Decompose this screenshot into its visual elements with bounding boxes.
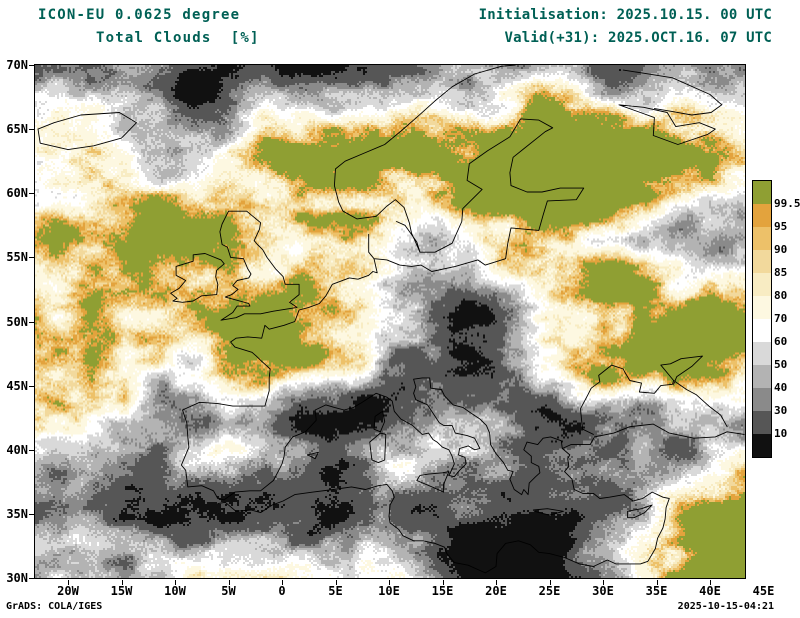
lon-tick-label: 20E <box>485 584 507 598</box>
lon-tick-label: 15W <box>110 584 133 598</box>
lon-tick <box>603 580 604 585</box>
legend-cell <box>753 227 771 250</box>
legend-cell <box>753 273 771 296</box>
field-title: Total Clouds [%] <box>96 30 260 46</box>
legend-tick-label: 80 <box>774 289 788 302</box>
lon-tick <box>442 580 444 585</box>
legend-tick-label: 50 <box>774 358 788 371</box>
legend-cell <box>753 434 771 457</box>
valid-time: Valid(+31): 2025.OCT.16. 07 UTC <box>504 30 772 46</box>
lon-tick-label: 5W <box>221 584 236 598</box>
grads-credit: GrADS: COLA/IGES <box>6 601 103 612</box>
lon-tick <box>228 580 230 585</box>
lat-tick <box>29 578 34 579</box>
lat-tick-label: 45N <box>6 378 28 393</box>
lon-tick <box>710 580 711 585</box>
lon-tick-label: 15E <box>431 584 454 598</box>
lat-tick <box>29 257 34 259</box>
lon-tick <box>282 580 283 585</box>
lat-tick <box>29 385 34 387</box>
lon-tick-label: 5E <box>328 584 343 598</box>
colorbar <box>752 180 772 458</box>
creation-timestamp: 2025-10-15-04:21 <box>677 601 774 612</box>
lon-tick <box>121 580 123 585</box>
legend-cell <box>753 204 771 227</box>
lon-tick-label: 25E <box>538 584 561 598</box>
legend-tick-label: 95 <box>774 220 788 233</box>
legend-tick-label: 30 <box>774 404 788 417</box>
legend-tick-label: 40 <box>774 381 788 394</box>
lat-tick-label: 55N <box>6 250 28 265</box>
legend-tick-label: 60 <box>774 335 788 348</box>
lat-tick <box>29 513 34 515</box>
coastlines-overlay <box>37 65 745 574</box>
legend-tick-label: 85 <box>774 266 788 279</box>
lat-tick <box>29 449 34 451</box>
initialisation-time: Initialisation: 2025.10.15. 00 UTC <box>478 7 772 23</box>
lat-tick <box>29 321 34 323</box>
lon-tick <box>496 580 497 585</box>
legend-cell <box>753 296 771 319</box>
lon-tick-label: 0 <box>278 584 286 598</box>
lat-tick-label: 60N <box>6 186 28 201</box>
lat-tick-label: 40N <box>6 442 28 457</box>
legend-cell <box>753 181 771 204</box>
lon-tick-label: 30E <box>592 584 614 598</box>
lat-tick <box>29 193 34 195</box>
legend-cell <box>753 411 771 434</box>
legend-cell <box>753 365 771 388</box>
lon-tick <box>335 580 337 585</box>
lon-tick-label: 20W <box>57 584 79 598</box>
legend-cell <box>753 319 771 342</box>
lat-tick-label: 35N <box>6 506 28 521</box>
legend-cell <box>753 342 771 365</box>
legend-tick-label: 99.5 <box>774 197 800 210</box>
lat-tick-label: 65N <box>6 122 28 137</box>
legend-cell <box>753 388 771 411</box>
lat-tick-label: 70N <box>6 58 28 72</box>
lon-tick <box>549 580 551 585</box>
lon-tick <box>175 580 176 585</box>
lon-tick-label: 10W <box>164 584 186 598</box>
lon-tick <box>656 580 658 585</box>
lon-tick-label: 40E <box>699 584 721 598</box>
cloud-cover-field <box>35 65 745 578</box>
lon-tick-label: 45E <box>752 584 775 598</box>
legend-tick-label: 10 <box>774 427 788 440</box>
legend-tick-label: 70 <box>774 312 788 325</box>
lat-tick <box>29 65 34 66</box>
lon-tick-label: 10E <box>378 584 400 598</box>
lon-tick <box>389 580 390 585</box>
lat-tick-label: 30N <box>6 571 28 585</box>
model-title: ICON-EU 0.0625 degree <box>38 7 241 23</box>
legend-tick-label: 90 <box>774 243 788 256</box>
legend-cell <box>753 250 771 273</box>
lon-tick <box>68 580 69 585</box>
coastline-path <box>37 65 745 574</box>
lat-tick-label: 50N <box>6 314 28 329</box>
lat-tick <box>29 129 34 131</box>
map-area <box>34 64 746 579</box>
lon-tick-label: 35E <box>645 584 668 598</box>
